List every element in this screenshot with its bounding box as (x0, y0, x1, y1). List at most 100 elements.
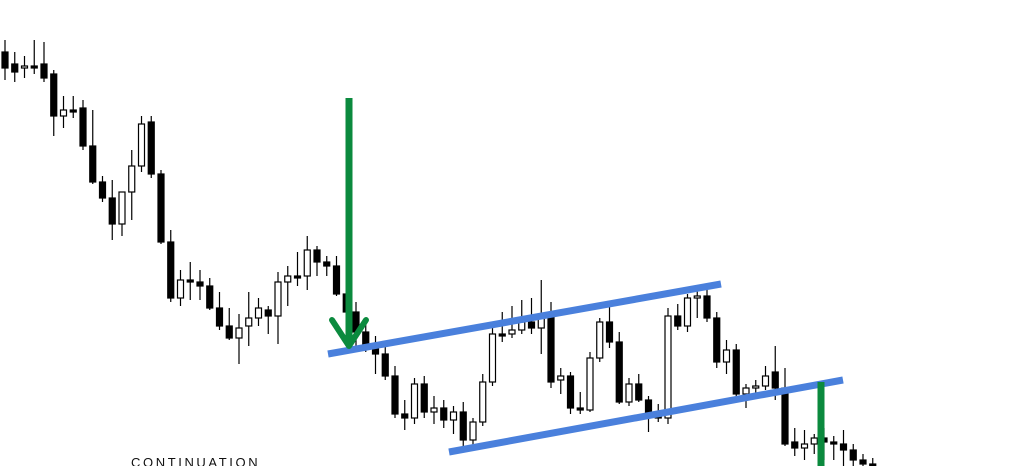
candle-body-bullish (722, 349, 731, 363)
candles-group (1, 40, 877, 466)
candle (664, 308, 672, 424)
candle-body-bullish (488, 333, 497, 383)
candle-body-bullish (128, 165, 136, 193)
candle-body-bullish (176, 279, 185, 299)
candle-body-bullish (742, 387, 750, 395)
entry-arrow-left (329, 98, 369, 349)
candle (674, 304, 682, 330)
candle-body-bearish (225, 325, 233, 339)
candle-body-bullish (664, 315, 672, 419)
candle (586, 352, 594, 412)
candle (830, 436, 838, 460)
candle-body-bearish (391, 375, 399, 415)
candle (79, 100, 87, 150)
candle-body-bullish (410, 383, 419, 419)
candle-body-bearish (547, 313, 555, 383)
candle (869, 458, 877, 466)
candle-body-bearish (11, 63, 19, 73)
channel-upper-line (327, 280, 722, 358)
candle-body-bearish (332, 265, 341, 295)
candle-body-bullish (430, 407, 438, 413)
candle (430, 396, 438, 424)
candle (576, 392, 584, 414)
candle-body-bearish (157, 173, 165, 243)
candle (69, 96, 77, 118)
candle (118, 191, 126, 236)
candle-body-bearish (264, 309, 272, 317)
candle-body-bearish (147, 121, 155, 175)
candle-body-bullish (683, 297, 692, 327)
candle-body-bullish (810, 437, 818, 445)
candle-body-bearish (732, 349, 740, 395)
candle (264, 306, 272, 334)
candle-body-bearish (50, 73, 58, 117)
candle (566, 372, 575, 414)
candle (215, 292, 224, 330)
candle (59, 96, 68, 128)
candle-body-bearish (459, 411, 467, 441)
candle (128, 150, 136, 220)
candle-body-bearish (849, 449, 857, 461)
candle (732, 344, 740, 398)
candle (410, 378, 419, 424)
candle (459, 402, 467, 446)
candle (722, 340, 731, 374)
candle-body-bullish (137, 123, 146, 167)
candle-body-bearish (89, 145, 97, 183)
candle-body-bearish (605, 321, 614, 343)
channel-lower-line (448, 376, 844, 456)
candle (625, 378, 633, 406)
candle (488, 326, 497, 386)
candle (703, 288, 711, 322)
candle (303, 236, 311, 290)
candle (50, 70, 58, 136)
candle-body-bearish (293, 275, 302, 279)
candle (89, 110, 97, 184)
candle (849, 444, 857, 466)
candle (449, 406, 458, 434)
candle (176, 270, 185, 306)
candle-body-bearish (362, 331, 370, 345)
candle-body-bearish (703, 295, 711, 319)
candle-body-bearish (420, 383, 428, 413)
candle (284, 266, 292, 306)
candle (810, 434, 818, 454)
candle-body-bullish (469, 421, 477, 441)
candle-body-bearish (401, 413, 409, 419)
candle (596, 318, 604, 362)
candle (98, 176, 107, 202)
candle-body-bullish (235, 327, 243, 339)
candle (498, 312, 506, 342)
candle-body-bullish (449, 411, 458, 421)
candle (635, 374, 643, 402)
candle-body-bullish (625, 383, 633, 403)
candle (108, 180, 116, 240)
candle (157, 170, 165, 244)
candle (11, 52, 19, 82)
candle (1, 40, 9, 80)
candle-body-bearish (635, 383, 643, 401)
arrow-head (329, 317, 369, 349)
candle (147, 116, 155, 178)
candle-body-bearish (839, 443, 848, 451)
candle-body-bearish (206, 285, 214, 309)
candle-body-bearish (791, 441, 799, 449)
candle-body-bearish (381, 353, 389, 377)
candle-body-bullish (118, 191, 126, 225)
candle (137, 116, 146, 172)
candle (293, 252, 302, 286)
candle-body-bearish (323, 261, 331, 267)
candle-body-bullish (693, 295, 701, 299)
candle-body-bullish (303, 249, 311, 277)
candle-body-bearish (566, 375, 575, 409)
candle (605, 306, 614, 348)
candle-body-bearish (859, 459, 867, 465)
candle (761, 366, 770, 390)
pattern-caption: CONTINUATION (131, 455, 261, 466)
candle-body-bearish (79, 107, 87, 147)
candle-body-bearish (527, 321, 536, 329)
candle (391, 366, 399, 418)
candle-body-bearish (30, 65, 38, 69)
